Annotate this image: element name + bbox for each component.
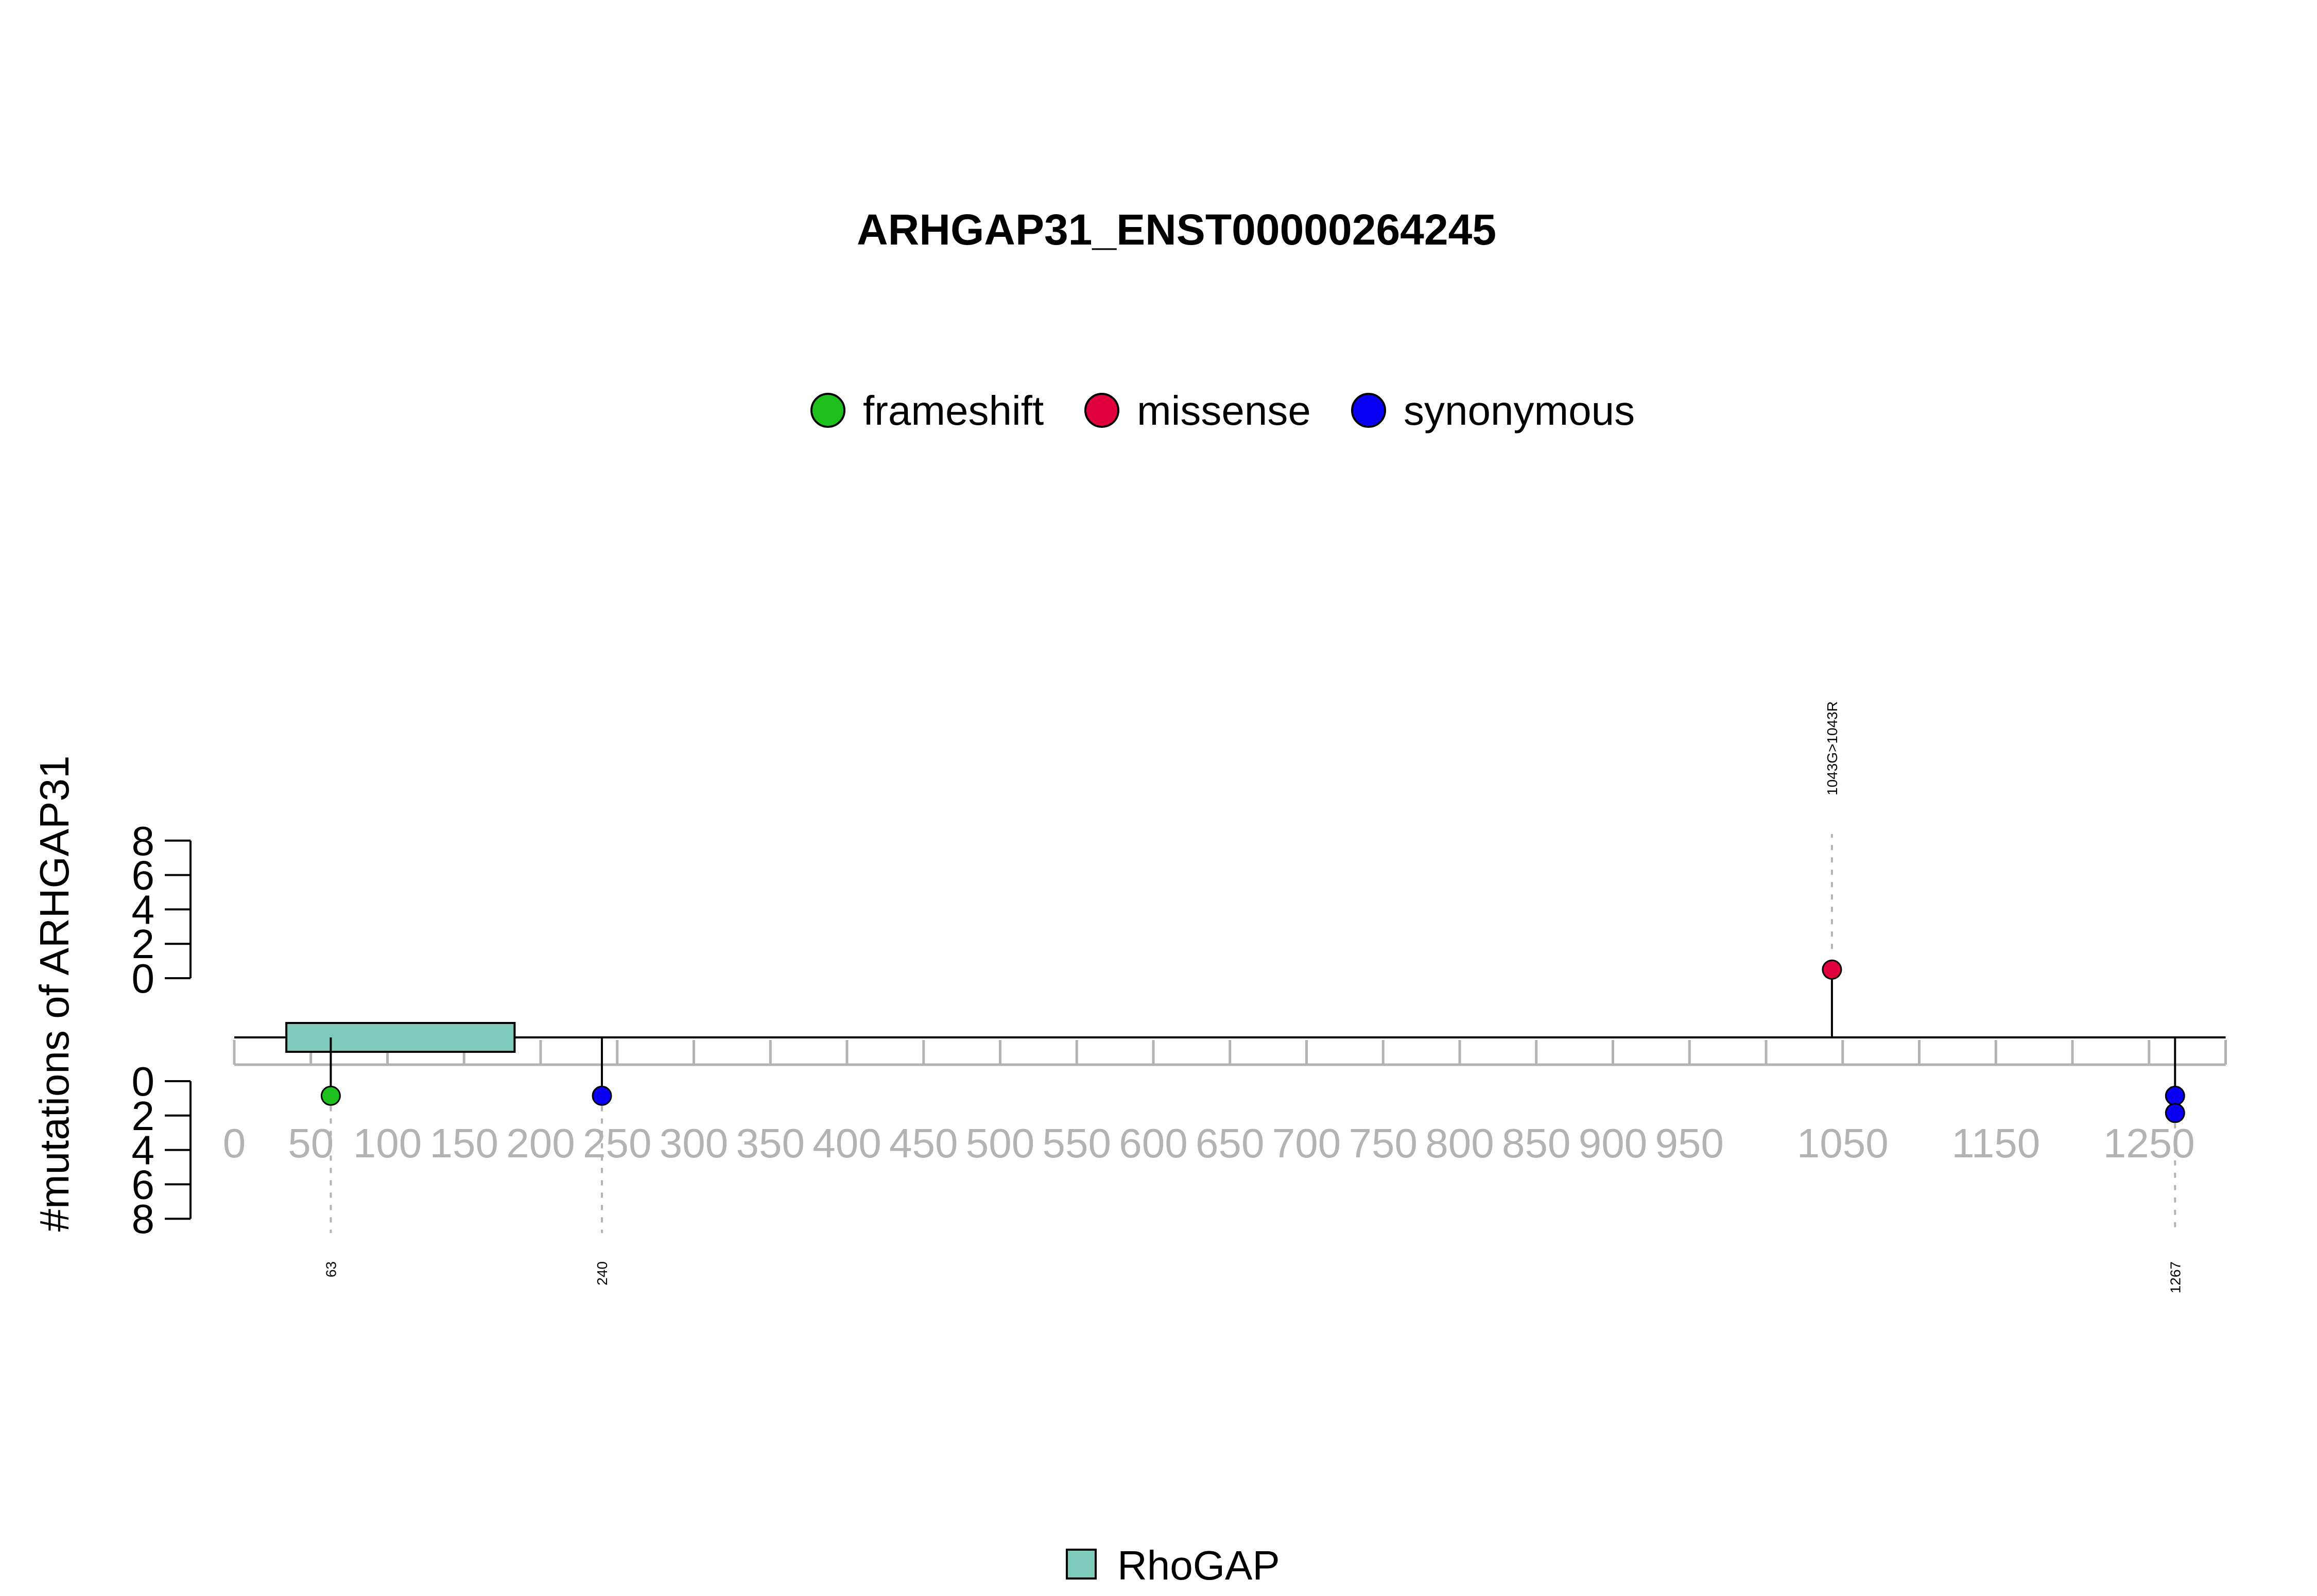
mutation-label: 1043G>1043R	[1824, 701, 1840, 795]
x-axis-tick-label: 1150	[1951, 1120, 2040, 1166]
x-axis-tick-label: 650	[1196, 1120, 1264, 1166]
x-axis-tick-label: 900	[1579, 1120, 1647, 1166]
y-axis-upper-tick-label: 8	[132, 818, 155, 864]
x-axis-tick-label: 400	[812, 1120, 881, 1166]
x-axis-tick-label: 0	[223, 1120, 246, 1166]
x-axis-tick-label: 50	[288, 1120, 334, 1166]
x-axis-tick-label: 250	[583, 1120, 651, 1166]
legend-label-frameshift: frameshift	[863, 388, 1044, 433]
legend-marker-missense	[1084, 393, 1119, 428]
y-axis-lower-tick-label: 2	[132, 1093, 155, 1139]
mutation-dot-synonymous	[2165, 1103, 2185, 1123]
x-axis-tick-label: 600	[1119, 1120, 1187, 1166]
legend-label-missense: missense	[1137, 388, 1311, 433]
y-axis-upper-tick-label: 0	[132, 956, 155, 1001]
x-axis-tick-label: 200	[506, 1120, 575, 1166]
y-axis-label: #mutations of ARHGAP31	[31, 756, 77, 1232]
x-axis-tick-label: 700	[1272, 1120, 1341, 1166]
mutation-dot-frameshift	[320, 1085, 341, 1106]
y-axis-upper-tick-label: 4	[132, 887, 155, 932]
mutation-dot-synonymous	[2165, 1085, 2185, 1106]
legend-marker-synonymous	[1351, 393, 1386, 428]
x-axis-tick-label: 1250	[2103, 1120, 2195, 1166]
x-axis-tick-label: 100	[353, 1120, 422, 1166]
x-axis-tick-label: 450	[889, 1120, 958, 1166]
y-axis-lower-tick-label: 8	[132, 1196, 155, 1242]
domain-legend: RhoGAP	[1066, 1542, 1280, 1588]
y-axis-upper-tick-label: 6	[132, 853, 155, 898]
domain-RhoGAP	[285, 1022, 516, 1053]
chart-title: ARHGAP31_ENST00000264245	[857, 205, 1496, 254]
y-axis-lower-tick-label: 4	[132, 1127, 155, 1173]
x-axis-tick-label: 750	[1349, 1120, 1417, 1166]
mutation-type-legend: frameshift missense synonymous	[810, 388, 1635, 433]
protein-domains	[234, 1022, 2226, 1053]
x-axis-tick-label: 1050	[1797, 1120, 1889, 1166]
legend-marker-frameshift	[810, 393, 845, 428]
x-axis-tick-label: 350	[736, 1120, 805, 1166]
y-axis-upper-tick-label: 2	[132, 921, 155, 967]
legend-label-synonymous: synonymous	[1404, 388, 1635, 433]
mutation-dot-missense	[1822, 959, 1842, 980]
x-axis-tick-label: 850	[1502, 1120, 1570, 1166]
legend-label-RhoGAP: RhoGAP	[1117, 1542, 1280, 1588]
mutation-label: 63	[323, 1261, 339, 1277]
x-axis-tick-label: 500	[966, 1120, 1034, 1166]
x-axis-tick-label: 550	[1043, 1120, 1111, 1166]
x-axis-tick-label: 300	[660, 1120, 728, 1166]
legend-swatch-RhoGAP	[1066, 1549, 1097, 1580]
mutation-label: 1267	[2167, 1261, 2183, 1293]
mutation-label: 240	[594, 1261, 610, 1286]
y-axis-lower-tick-label: 0	[132, 1059, 155, 1104]
y-axis-lower-tick-label: 6	[132, 1161, 155, 1207]
x-axis-tick-label: 800	[1425, 1120, 1494, 1166]
x-axis-tick-label: 150	[430, 1120, 498, 1166]
mutation-dot-synonymous	[592, 1085, 612, 1106]
x-axis-tick-label: 950	[1655, 1120, 1724, 1166]
x-axis: 0 50 100 150 200 250 300 350 400 450 500 550 600 650 7…	[223, 1040, 2227, 1166]
mutation-lollipops: 63 240 1043G>1043R 1267	[320, 701, 2185, 1293]
